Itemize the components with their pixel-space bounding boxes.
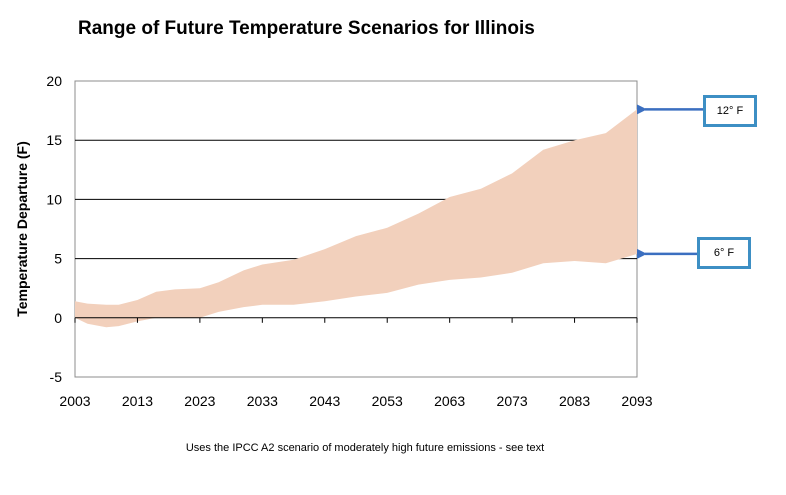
x-tick-label-2063: 2063 [434, 393, 465, 409]
x-tick-label-2003: 2003 [59, 393, 90, 409]
temperature-range-band [75, 109, 637, 328]
callout-6f-label: 6° F [713, 247, 735, 259]
y-tick-label-15: 15 [46, 132, 62, 148]
x-tick-label-2083: 2083 [559, 393, 590, 409]
x-tick-label-2093: 2093 [621, 393, 652, 409]
x-tick-label-2053: 2053 [372, 393, 403, 409]
callout-12f-label: 12° F [716, 105, 744, 117]
y-tick-label-20: 20 [46, 73, 62, 89]
x-tick-label-2043: 2043 [309, 393, 340, 409]
chart-title: Range of Future Temperature Scenarios fo… [78, 18, 535, 39]
x-tick-label-2033: 2033 [247, 393, 278, 409]
y-tick-label-5: 5 [54, 251, 62, 267]
footnote: Uses the IPCC A2 scenario of moderately … [185, 442, 545, 454]
x-tick-label-2073: 2073 [497, 393, 528, 409]
callout-12f: 12° F [703, 95, 757, 127]
x-tick-label-2023: 2023 [184, 393, 215, 409]
y-tick-label-10: 10 [46, 191, 62, 207]
y-tick-label--5: -5 [50, 369, 63, 385]
callout-6f: 6° F [697, 237, 751, 269]
y-axis-label: Temperature Departure (F) [14, 141, 30, 317]
y-tick-label-0: 0 [54, 310, 62, 326]
x-tick-label-2013: 2013 [122, 393, 153, 409]
